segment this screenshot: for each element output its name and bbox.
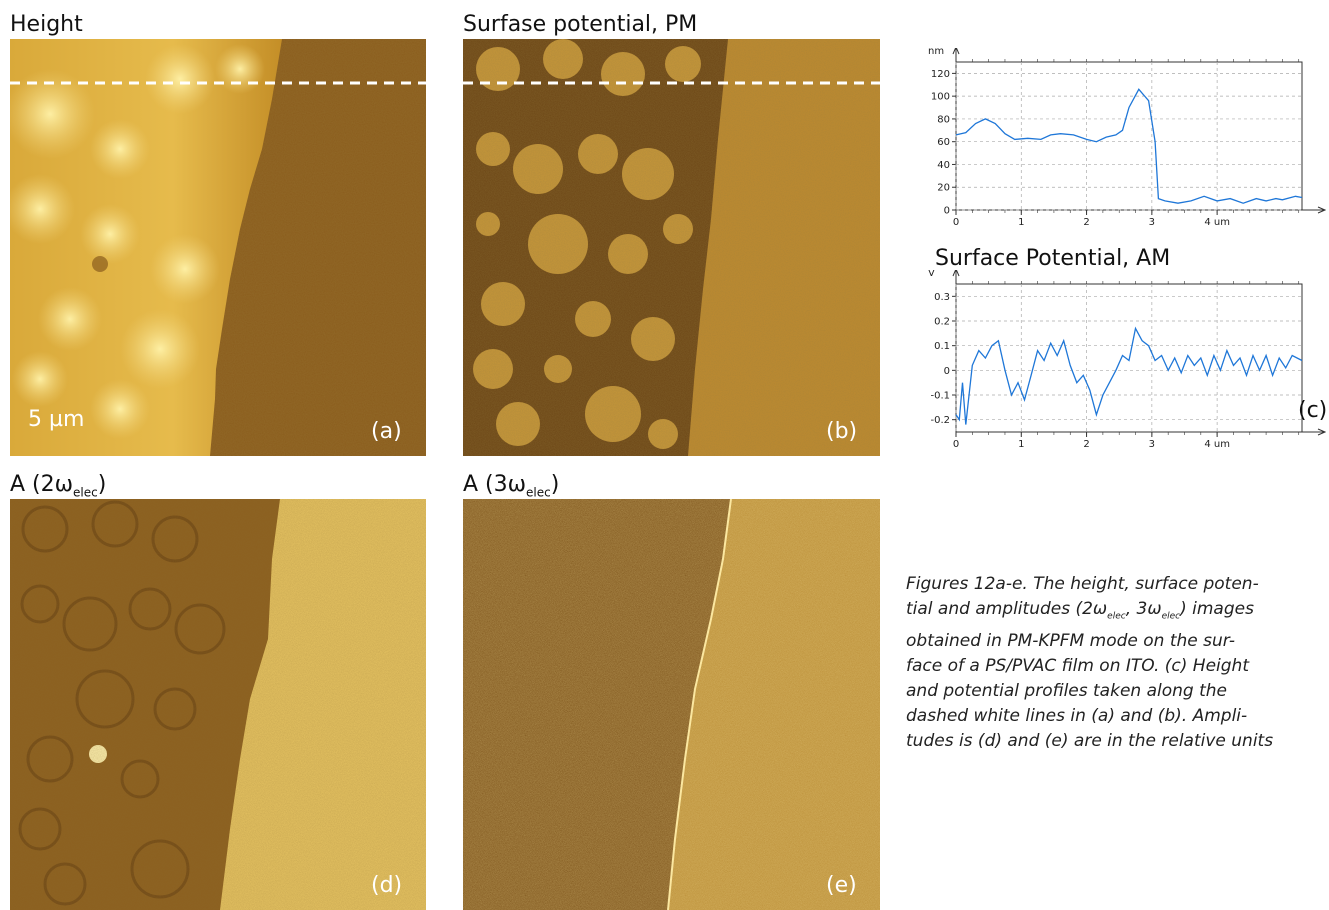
caption-line: dashed white lines in (a) and (b). Ampli… <box>906 704 1329 729</box>
panel-a-letter: (a) <box>371 419 402 444</box>
y-tick-label: 0 <box>944 206 950 217</box>
y-tick-label: 0.1 <box>934 341 950 352</box>
y-tick-label: 120 <box>931 69 950 80</box>
y-tick-label: 40 <box>937 160 950 171</box>
panel-b-title: Surfase potential, PM <box>463 12 698 37</box>
caption-segment: tudes is (d) and (e) are in the relative… <box>906 731 1274 752</box>
panel-e-title: A (3ωelec) <box>463 472 560 500</box>
panel-c-letter: (c) <box>1298 398 1328 423</box>
caption-segment: dashed white lines in (a) and (b). Ampli… <box>906 706 1248 727</box>
y-tick-label: 80 <box>937 114 950 125</box>
surface-potential-pm-image <box>463 39 880 456</box>
y-tick-label: 0.3 <box>934 292 950 303</box>
y-axis-label: V <box>928 270 935 279</box>
amplitude-3w-image <box>463 499 880 910</box>
caption-segment: elec <box>1161 611 1181 622</box>
panel-b-letter: (b) <box>826 419 858 444</box>
caption-line: tial and amplitudes (2ωelec, 3ωelec) ima… <box>906 597 1329 629</box>
caption-segment: obtained in PM-KPFM mode on the sur- <box>906 631 1235 652</box>
caption-segment: elec <box>1107 611 1126 622</box>
panel-d-letter: (d) <box>371 873 403 898</box>
y-tick-label: -0.1 <box>930 391 950 402</box>
caption-segment: tial and amplitudes (2ω <box>906 599 1108 619</box>
y-tick-label: 100 <box>931 92 950 103</box>
y-axis-label: nm <box>928 48 944 57</box>
x-axis-arrow <box>1317 428 1327 436</box>
caption-line: obtained in PM-KPFM mode on the sur- <box>906 629 1329 654</box>
y-tick-label: 0.2 <box>934 317 950 328</box>
panel-d-title: A (2ωelec) <box>10 472 107 500</box>
height-profile-chart: 0 20 40 60 80 100 120 0 1 2 3 4 um nm <box>906 45 1327 228</box>
caption-segment: Figures 12a-e. The height, surface poten… <box>906 574 1259 594</box>
potential-profile-chart: -0.2 -0.1 0 0.1 0.2 0.3 0 1 2 3 4 um V <box>906 267 1327 455</box>
y-tick-label: 20 <box>937 183 950 194</box>
caption-line: face of a PS/PVAC film on ITO. (c) Heigh… <box>906 654 1329 679</box>
y-tick-label: 60 <box>937 137 950 148</box>
x-tick-label: 0 <box>953 217 959 228</box>
caption-line: and potential profiles taken along the <box>906 679 1329 704</box>
surface-potential-am-title: Surface Potential, AM <box>935 246 1171 271</box>
y-tick-label: -0.2 <box>930 415 950 426</box>
x-tick-label: 4 um <box>1204 217 1230 228</box>
panel-e-letter: (e) <box>826 873 857 898</box>
caption-segment: , 3ω <box>1125 599 1162 619</box>
caption-segment: ) images <box>1180 599 1254 619</box>
scale-bar-label: 5 µm <box>28 407 85 432</box>
x-tick-label: 2 <box>1083 217 1089 228</box>
x-tick-label: 3 <box>1149 217 1155 228</box>
series-line-0 <box>955 88 1303 204</box>
x-axis-arrow <box>1317 206 1327 214</box>
caption-line: tudes is (d) and (e) are in the relative… <box>906 729 1329 754</box>
x-tick-label: 1 <box>1018 217 1024 228</box>
series-line-0 <box>955 326 1303 425</box>
height-image <box>10 39 426 456</box>
amplitude-2w-image <box>10 499 426 910</box>
x-tick-label: 2 <box>1083 439 1089 450</box>
x-tick-label: 4 um <box>1204 439 1230 450</box>
x-tick-label: 1 <box>1018 439 1024 450</box>
figure-caption: Figures 12a-e. The height, surface poten… <box>906 572 1329 754</box>
x-tick-label: 3 <box>1149 439 1155 450</box>
caption-line: Figures 12a-e. The height, surface poten… <box>906 572 1329 597</box>
x-tick-label: 0 <box>953 439 959 450</box>
panel-a-title: Height <box>10 12 83 37</box>
caption-segment: face of a PS/PVAC film on ITO. (c) Heigh… <box>906 656 1249 677</box>
caption-segment: and potential profiles taken along the <box>906 681 1227 702</box>
y-tick-label: 0 <box>944 366 950 377</box>
